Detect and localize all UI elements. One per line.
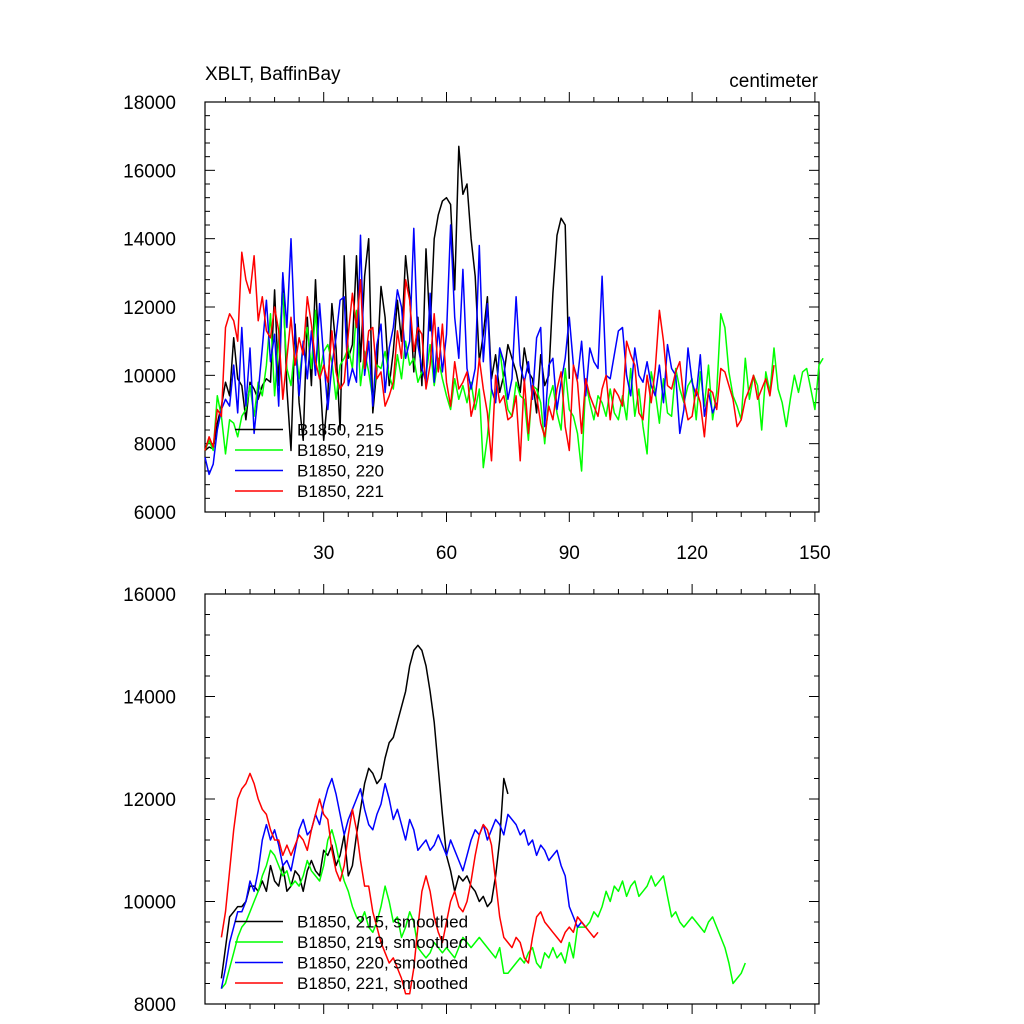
series-line: [220, 777, 587, 989]
series-line: [204, 251, 775, 462]
series-group-bottom: [220, 644, 746, 995]
series-line: [204, 145, 571, 452]
legend-label: B1850, 219, smoothed: [297, 933, 468, 952]
panel-top: XBLT, BaffinBay centimeter 6000 8000 10000…: [123, 64, 831, 564]
units-label: centimeter: [729, 71, 818, 92]
legend-label: B1850, 215: [297, 421, 384, 440]
y-tick-label: 8000: [134, 435, 176, 456]
y-tick-label: 12000: [123, 790, 176, 811]
y-tick-label: 16000: [123, 585, 176, 606]
legend-label: B1850, 220: [297, 462, 384, 481]
y-tick-label: 8000: [134, 995, 176, 1016]
series-line: [204, 292, 824, 472]
y-tick-label: 10000: [123, 366, 176, 387]
series-line: [220, 829, 746, 990]
series-line: [220, 644, 509, 979]
axis-ticks-bottom: 8000 10000 12000 14000 16000: [123, 584, 819, 1016]
series-group-top: [204, 145, 824, 476]
chart-title: XBLT, BaffinBay: [205, 64, 341, 85]
legend-label: B1850, 220, smoothed: [297, 954, 468, 973]
series-line: [204, 224, 718, 476]
x-tick-label: 60: [436, 543, 457, 564]
y-tick-label: 16000: [123, 161, 176, 182]
y-tick-label: 14000: [123, 230, 176, 251]
y-tick-label: 12000: [123, 298, 176, 319]
y-tick-label: 14000: [123, 688, 176, 709]
x-tick-label: 90: [559, 543, 580, 564]
legend-label: B1850, 221: [297, 482, 384, 501]
x-tick-label: 120: [676, 543, 708, 564]
x-tick-label: 30: [313, 543, 334, 564]
y-tick-label: 6000: [134, 503, 176, 524]
legend-label: B1850, 221, smoothed: [297, 974, 468, 993]
panel-bottom: 8000 10000 12000 14000 16000 B1850, 215, smo…: [123, 584, 820, 1016]
y-tick-label: 10000: [123, 893, 176, 914]
legend-label: B1850, 215, smoothed: [297, 913, 468, 932]
x-tick-label: 150: [799, 543, 831, 564]
axis-ticks-top: 6000 8000 10000 12000 14000 16000 18000 30 60 90 1…: [123, 92, 831, 564]
series-line: [220, 772, 599, 995]
y-tick-label: 18000: [123, 93, 176, 114]
legend-label: B1850, 219: [297, 441, 384, 460]
